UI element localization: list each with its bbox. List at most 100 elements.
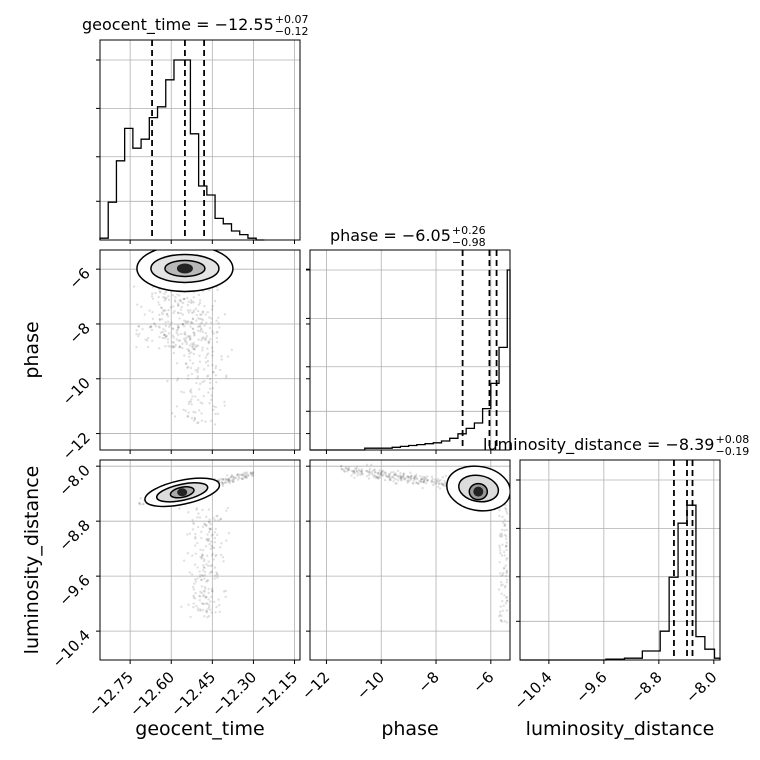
panel-phase-vs-luminosity-distance-sample-point: [344, 467, 347, 470]
panel-phase-vs-luminosity-distance-sample-point: [432, 483, 435, 487]
panel-geocent-time-vs-luminosity-distance-sample-point: [247, 473, 250, 477]
panel-geocent-time-vs-luminosity-distance-sample-point: [232, 476, 235, 479]
panel-geocent-time-vs-luminosity-distance-sample-point: [222, 590, 226, 593]
panel-geocent-time-vs-luminosity-distance-sample-point: [233, 477, 237, 480]
panel-geocent-time-vs-phase-sample-point: [151, 297, 155, 300]
panel-geocent-time-vs-phase-sample-point: [202, 336, 205, 339]
panel-geocent-time-vs-luminosity-distance-sample-point: [201, 508, 204, 512]
panel-phase-vs-luminosity-distance-sample-point: [440, 482, 444, 485]
panel-geocent-time-vs-luminosity-distance-sample-point: [251, 474, 255, 477]
panel-phase-vs-luminosity-distance-sample-point: [413, 476, 417, 479]
xlabel-geocent-time: geocent_time: [135, 718, 264, 740]
panel-geocent-time-vs-luminosity-distance-sample-point: [213, 531, 217, 534]
panel-geocent-time-vs-luminosity-distance-sample-point: [208, 527, 211, 530]
panel-geocent-time-vs-phase-sample-point: [205, 334, 209, 338]
panel-phase-vs-luminosity-distance-sample-point: [440, 482, 443, 486]
panel-phase-vs-luminosity-distance-sample-point: [409, 471, 412, 474]
panel-geocent-time-vs-luminosity-distance-sample-point: [201, 574, 204, 577]
panel-geocent-time-vs-phase-sample-point: [189, 299, 193, 302]
panel-phase-vs-luminosity-distance-sample-point: [498, 613, 502, 617]
panel-geocent-time-vs-luminosity-distance-sample-point: [250, 472, 253, 475]
panel-phase-vs-luminosity-distance-sample-point: [384, 474, 388, 477]
panel-phase-vs-luminosity-distance-sample-point: [422, 478, 425, 481]
panel-geocent-time-vs-phase-sample-point: [204, 361, 208, 364]
panel-geocent-time-vs-phase-sample-point: [183, 297, 186, 301]
panel-geocent-time-vs-luminosity-distance-sample-point: [205, 538, 208, 541]
panel-geocent-time-vs-phase-sample-point: [182, 337, 186, 340]
panel-phase-vs-luminosity-distance-sample-point: [504, 602, 508, 605]
panel-geocent-time-vs-luminosity-distance-sample-point: [203, 522, 206, 526]
panel-phase-vs-luminosity-distance-sample-point: [441, 484, 445, 487]
panel-geocent-time-vs-phase-sample-point: [192, 352, 196, 356]
panel-geocent-time-vs-luminosity-distance-sample-point: [238, 477, 241, 480]
panel-geocent-time-vs-luminosity-distance-sample-point: [192, 588, 196, 591]
panel-geocent-time-vs-luminosity-distance-sample-point: [208, 542, 211, 546]
panel-geocent-time-vs-phase-sample-point: [183, 354, 186, 357]
panel-geocent-time-vs-phase-sample-point: [146, 336, 150, 340]
panel-phase-vs-luminosity-distance-sample-point: [421, 475, 425, 479]
panel-geocent-time-vs-phase-sample-point: [210, 308, 214, 311]
panel-geocent-time-vs-phase-sample-point: [178, 317, 181, 320]
panel-geocent-time-vs-phase-sample-point: [182, 408, 185, 412]
panel-phase-vs-luminosity-distance-sample-point: [375, 475, 378, 479]
panel-phase-vs-luminosity-distance-sample-point: [430, 475, 434, 478]
panel-geocent-time-vs-luminosity-distance-sample-point: [229, 475, 233, 479]
panel-geocent-time-vs-phase-sample-point: [191, 327, 195, 330]
panel-geocent-time-vs-luminosity-distance-sample-point: [220, 542, 223, 545]
panel-geocent-time-vs-phase-sample-point: [201, 349, 204, 352]
panel-geocent-time-vs-luminosity-distance-sample-point: [219, 553, 223, 557]
panel-phase-vs-luminosity-distance-sample-point: [412, 479, 415, 482]
panel-geocent-time-vs-phase-sample-point: [200, 412, 203, 415]
panel-geocent-time-vs-luminosity-distance-sample-point: [198, 598, 202, 602]
panel-geocent-time-vs-phase-sample-point: [143, 313, 147, 316]
xtick-label-luminosity_distance: −8.8: [627, 668, 665, 706]
panel-geocent-time-vs-luminosity-distance-sample-point: [231, 479, 234, 483]
panel-phase-vs-luminosity-distance-sample-point: [360, 470, 363, 473]
panel-phase-vs-luminosity-distance-sample-point: [505, 544, 508, 548]
panel-phase-vs-luminosity-distance-sample-point: [505, 599, 509, 603]
panel-phase-vs-luminosity-distance-sample-point: [340, 465, 343, 468]
panel-phase-vs-luminosity-distance-sample-point: [402, 478, 406, 481]
panel-geocent-time-vs-phase-sample-point: [208, 326, 212, 330]
panel-geocent-time-vs-luminosity-distance-sample-point: [226, 478, 229, 481]
panel-geocent-time-vs-luminosity-distance-sample-point: [225, 539, 228, 542]
panel-geocent-time-vs-luminosity-distance-sample-point: [186, 533, 189, 536]
panel-phase-vs-luminosity-distance-sample-point: [435, 479, 438, 483]
panel-geocent-time-vs-luminosity-distance-sample-point: [138, 502, 141, 505]
panel-phase-vs-luminosity-distance-sample-point: [388, 477, 391, 481]
panel-geocent-time-vs-phase-sample-point: [180, 305, 184, 309]
panel-geocent-time-vs-phase-sample-point: [194, 319, 198, 322]
panel-phase-vs-luminosity-distance-sample-point: [374, 474, 377, 478]
xtick-label-luminosity_distance: −8.0: [682, 668, 720, 706]
panel-phase-vs-luminosity-distance-sample-point: [504, 537, 508, 541]
panel-phase-vs-luminosity-distance-sample-point: [392, 470, 395, 474]
panel-geocent-time-vs-luminosity-distance-sample-point: [192, 605, 195, 609]
panel-phase-vs-luminosity-distance-sample-point: [422, 479, 426, 483]
panel-geocent-time-vs-luminosity-distance-sample-point: [209, 600, 212, 603]
panel-geocent-time-vs-phase-sample-point: [197, 293, 201, 297]
panel-phase-vs-luminosity-distance-sample-point: [387, 475, 390, 478]
panel-geocent-time-vs-luminosity-distance-sample-point: [201, 553, 204, 557]
panel-geocent-time-vs-luminosity-distance-sample-point: [189, 615, 192, 619]
panel-geocent-time-vs-phase-sample-point: [167, 320, 170, 323]
panel-geocent-time-vs-phase-sample-point: [182, 297, 186, 301]
panel-geocent-time-vs-luminosity-distance-sample-point: [205, 580, 208, 583]
panel-geocent-time-vs-luminosity-distance-sample-point: [214, 527, 217, 531]
panel-geocent-time-vs-phase-sample-point: [154, 291, 157, 295]
panel-phase-vs-luminosity-distance-sample-point: [406, 481, 409, 484]
panel-phase-vs-luminosity-distance-sample-point: [378, 475, 381, 479]
panel-phase-vs-luminosity-distance-sample-point: [443, 480, 446, 483]
panel-geocent-time-vs-luminosity-distance-sample-point: [249, 471, 252, 474]
panel-geocent-time-vs-luminosity-distance-sample-point: [227, 531, 231, 535]
panel-geocent-time-vs-luminosity-distance-sample-point: [202, 593, 206, 597]
panel-geocent-time-vs-phase-sample-point: [197, 366, 200, 370]
panel-phase-vs-luminosity-distance-sample-point: [360, 470, 363, 473]
panel-geocent-time-vs-luminosity-distance-sample-point: [224, 477, 227, 480]
panel-geocent-time-vs-phase-sample-point: [202, 394, 205, 398]
panel-geocent-time-vs-phase-sample-point: [204, 338, 208, 342]
panel-geocent-time-vs-phase-sample-point: [191, 317, 195, 321]
panel-geocent-time-vs-luminosity-distance-sample-point: [207, 508, 211, 511]
panel-phase-vs-luminosity-distance-sample-point: [504, 503, 507, 507]
panel-phase-vs-luminosity-distance-sample-point: [415, 481, 418, 484]
panel-geocent-time-vs-phase-sample-point: [189, 388, 193, 391]
